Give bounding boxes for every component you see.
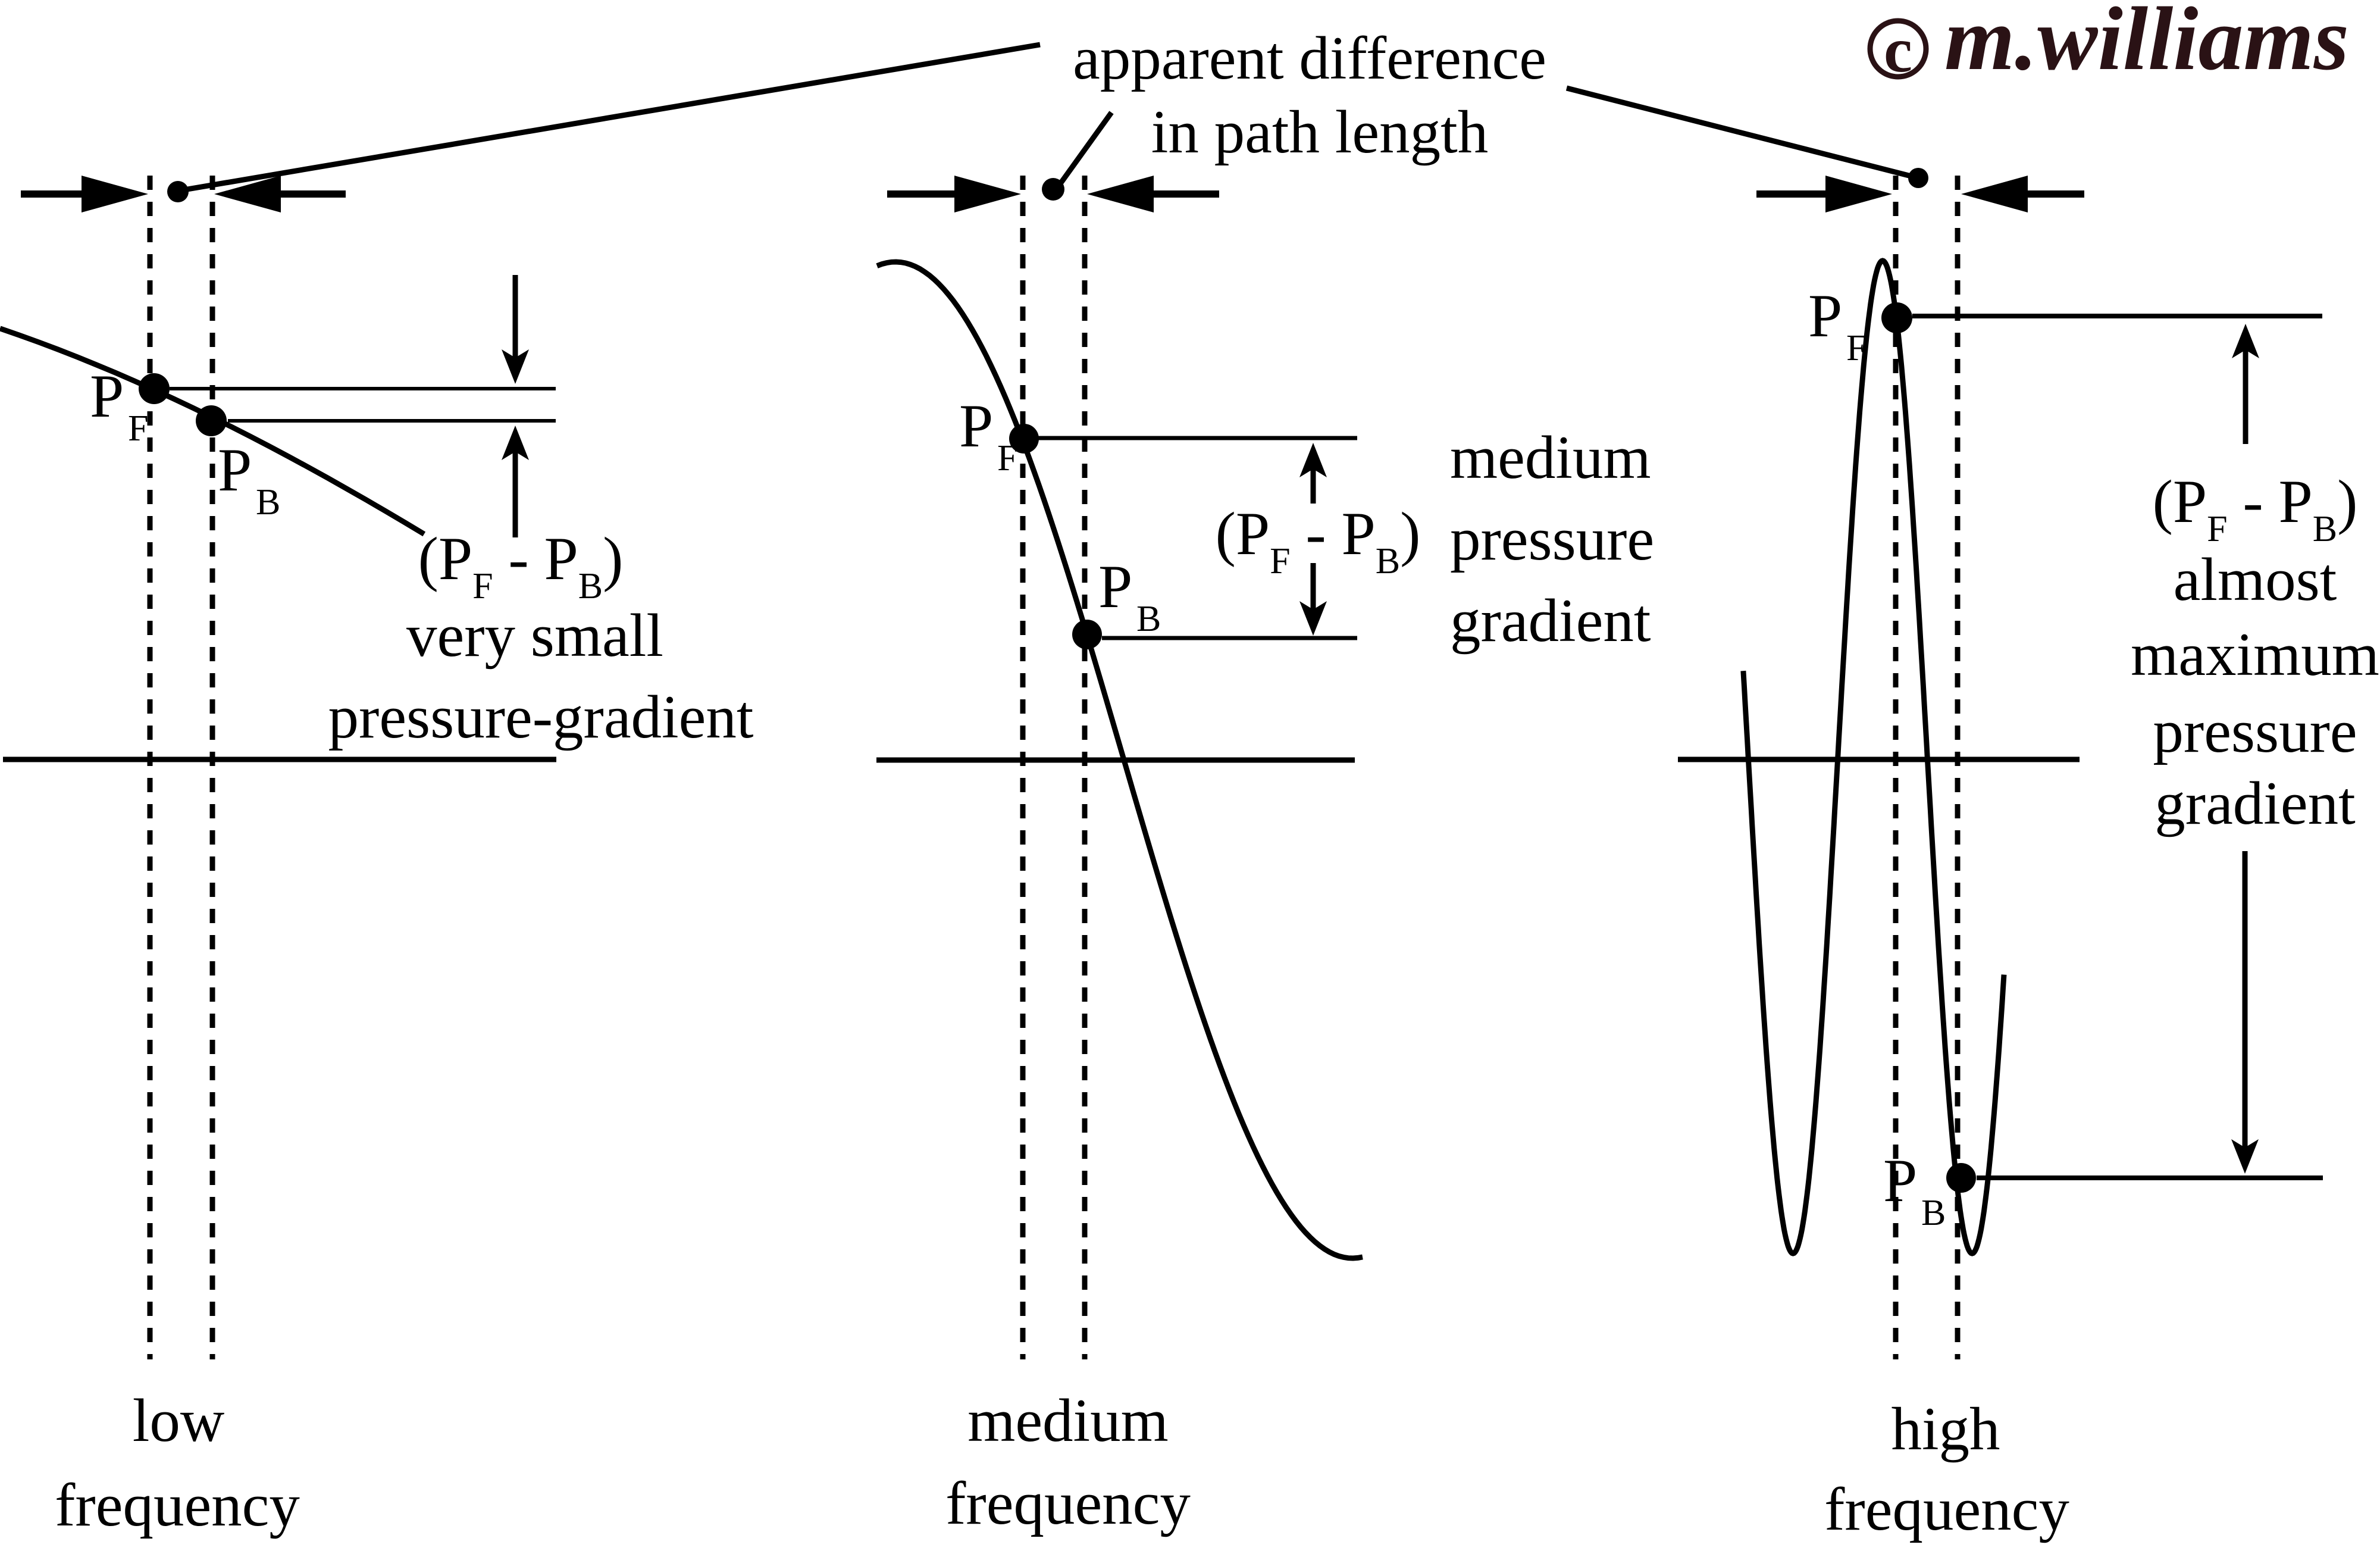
svg-text:high: high <box>1891 1395 2000 1463</box>
svg-text:c: c <box>1884 15 1912 86</box>
svg-text:B: B <box>1136 599 1161 639</box>
svg-text:frequency: frequency <box>55 1471 300 1539</box>
svg-text:P: P <box>218 436 252 504</box>
svg-text:low: low <box>133 1387 225 1455</box>
svg-text:P: P <box>1098 553 1132 621</box>
svg-text:P: P <box>1883 1147 1917 1215</box>
svg-text:B: B <box>256 482 280 523</box>
svg-text:B: B <box>1921 1193 1946 1233</box>
svg-text:F: F <box>1846 328 1867 368</box>
svg-text:frequency: frequency <box>1824 1475 2069 1543</box>
svg-text:gradient: gradient <box>2154 770 2356 837</box>
svg-text:apparent difference: apparent difference <box>1073 24 1546 92</box>
svg-text:pressure: pressure <box>2153 698 2357 765</box>
svg-text:P: P <box>1808 282 1842 350</box>
svg-text:maximum: maximum <box>2131 621 2379 689</box>
svg-text:medium: medium <box>1450 424 1651 492</box>
svg-text:P: P <box>959 392 993 460</box>
svg-text:pressure-gradient: pressure-gradient <box>328 683 754 751</box>
svg-text:m.williams: m.williams <box>1944 0 2349 89</box>
svg-text:very small: very small <box>406 602 663 670</box>
svg-text:almost: almost <box>2174 546 2337 614</box>
svg-text:gradient: gradient <box>1450 587 1651 655</box>
svg-text:medium: medium <box>967 1387 1169 1455</box>
svg-text:F: F <box>997 438 1017 479</box>
svg-text:frequency: frequency <box>945 1470 1191 1537</box>
svg-text:F: F <box>128 408 148 449</box>
svg-text:in path length: in path length <box>1151 98 1488 166</box>
svg-text:P: P <box>90 362 124 430</box>
svg-text:pressure: pressure <box>1450 505 1654 573</box>
